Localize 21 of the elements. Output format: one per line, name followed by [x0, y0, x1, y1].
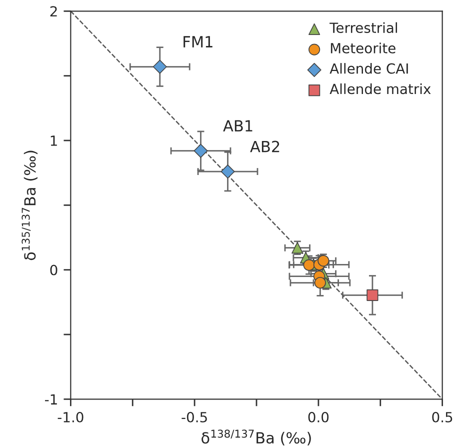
y-axis-title: δ$^{135/137}$Ba (‰) [22, 150, 38, 260]
legend-label: Allende matrix [330, 83, 431, 94]
point [194, 144, 208, 158]
y-tick-label: -1 [45, 394, 57, 404]
point [152, 60, 167, 74]
x-axis-title: δ$^{138/137}$Ba (‰) [202, 430, 311, 446]
legend-label: Allende CAI [330, 63, 408, 74]
legend-label: Terrestrial [330, 22, 397, 34]
x-tick-label: -1.0 [58, 412, 84, 422]
x-tick-label: 0.5 [432, 412, 452, 422]
y-tick-label: 2 [50, 6, 57, 16]
y-tick-label: 1 [50, 136, 57, 146]
legend-label: Meteorite [330, 42, 396, 54]
annotation: FM1 [184, 36, 212, 48]
x-tick-label: -0.5 [182, 412, 207, 422]
point [220, 164, 235, 179]
x-tick-label: 0.0 [308, 412, 329, 422]
point [366, 289, 378, 301]
annotation: AB1 [223, 120, 252, 132]
y-tick-label: 0 [50, 264, 58, 276]
annotation: AB2 [250, 140, 280, 152]
